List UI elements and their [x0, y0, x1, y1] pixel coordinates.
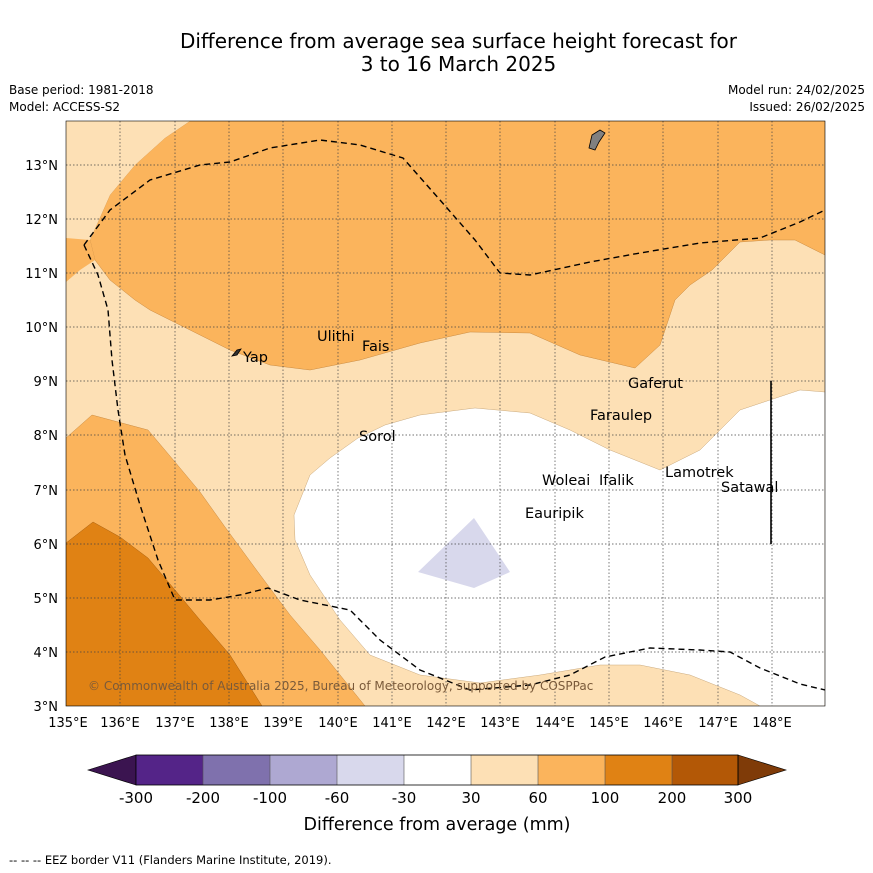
colorbar-swatch [471, 755, 538, 785]
colorbar-min-arrow [86, 754, 137, 786]
colorbar-tick-label: 300 [724, 789, 753, 807]
model-name: Model: ACCESS-S2 [9, 100, 121, 114]
title-line-2: 3 to 16 March 2025 [360, 52, 557, 76]
colorbar-swatch [605, 755, 672, 785]
place-label: Eauripik [525, 506, 584, 522]
place-label: Woleai [542, 473, 590, 489]
lat-tick-label: 5°N [34, 592, 59, 607]
lon-tick-label: 135°E [48, 716, 88, 731]
lon-tick-label: 141°E [372, 716, 412, 731]
colorbar-swatch [136, 755, 203, 785]
lon-tick-label: 146°E [643, 716, 683, 731]
lat-tick-label: 12°N [25, 213, 58, 228]
model-run: Model run: 24/02/2025 [727, 83, 865, 97]
lat-tick-label: 10°N [25, 321, 58, 336]
lat-tick-label: 9°N [34, 375, 59, 390]
lat-tick-label: 13°N [25, 159, 58, 174]
lon-tick-label: 142°E [426, 716, 466, 731]
colorbar-tick-label: -60 [325, 789, 350, 807]
lat-tick-label: 4°N [34, 646, 59, 661]
colorbar-tick-label: -30 [392, 789, 417, 807]
issued-date: Issued: 26/02/2025 [749, 100, 865, 114]
place-label: Fais [362, 339, 389, 355]
map-frame [65, 120, 826, 707]
colorbar-swatch [672, 755, 738, 785]
negative-anomaly-patch [418, 518, 510, 588]
colorbar: -300 -200 -100 -60 -30 30 60 100 200 300… [86, 754, 788, 835]
lon-tick-label: 138°E [209, 716, 249, 731]
place-label: Ulithi [317, 329, 355, 345]
place-label: Faraulep [590, 408, 652, 424]
lat-tick-label: 7°N [34, 484, 59, 499]
colorbar-swatch [337, 755, 404, 785]
colorbar-tick-label: -300 [119, 789, 153, 807]
place-label: Satawal [721, 480, 778, 496]
copyright-notice: © Commonwealth of Australia 2025, Bureau… [88, 679, 593, 693]
place-label: Gaferut [628, 376, 683, 392]
lat-tick-label: 11°N [25, 267, 58, 282]
colorbar-swatch [270, 755, 337, 785]
graticule [66, 121, 825, 706]
colorbar-tick-label: -100 [253, 789, 287, 807]
lat-tick-label: 8°N [34, 429, 59, 444]
colorbar-tick-label: 100 [591, 789, 620, 807]
lat-tick-label: 3°N [34, 700, 59, 715]
lon-tick-label: 143°E [480, 716, 520, 731]
colorbar-tick-label: -200 [186, 789, 220, 807]
lon-tick-label: 148°E [752, 716, 792, 731]
lat-tick-label: 6°N [34, 538, 59, 553]
lon-tick-label: 136°E [100, 716, 140, 731]
place-label: Yap [242, 350, 268, 366]
colorbar-tick-label: 60 [528, 789, 547, 807]
place-label: Lamotrek [665, 465, 734, 481]
guam-island [588, 129, 606, 151]
eez-footnote: -- -- -- EEZ border V11 (Flanders Marine… [9, 853, 332, 867]
lon-tick-label: 140°E [318, 716, 358, 731]
yap-island [230, 348, 242, 357]
lon-tick-label: 145°E [589, 716, 629, 731]
lon-tick-label: 144°E [535, 716, 575, 731]
lon-tick-label: 139°E [263, 716, 303, 731]
contour-field [66, 121, 825, 706]
place-label: Ifalik [599, 473, 634, 489]
colorbar-tick-label: 200 [658, 789, 687, 807]
colorbar-title: Difference from average (mm) [303, 815, 570, 835]
colorbar-swatch [538, 755, 605, 785]
title-line-1: Difference from average sea surface heig… [179, 29, 738, 53]
colorbar-tick-label: 30 [461, 789, 480, 807]
colorbar-swatch [203, 755, 270, 785]
eez-border [83, 139, 825, 691]
base-period: Base period: 1981-2018 [9, 83, 154, 97]
colorbar-max-arrow [737, 754, 788, 786]
lon-tick-label: 147°E [698, 716, 738, 731]
place-label: Sorol [359, 429, 396, 445]
lon-tick-label: 137°E [155, 716, 195, 731]
colorbar-swatch [404, 755, 471, 785]
